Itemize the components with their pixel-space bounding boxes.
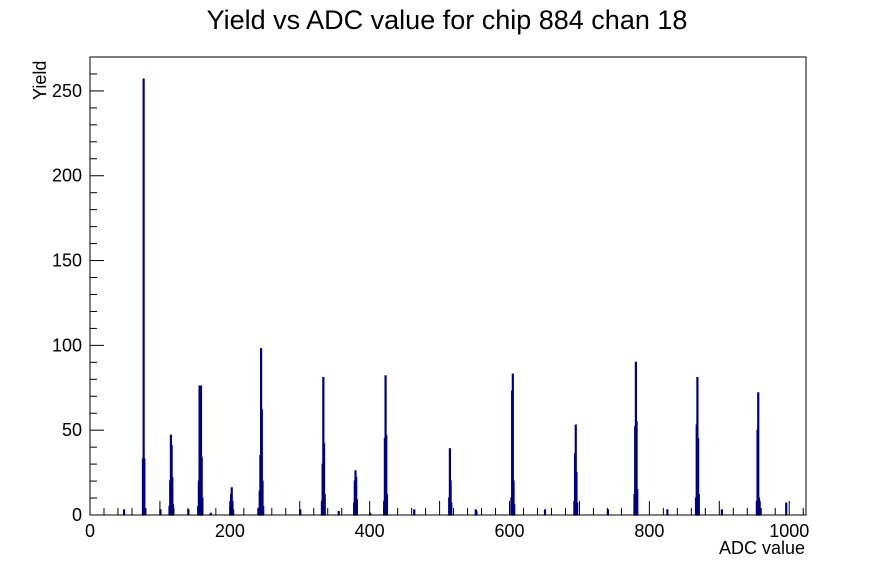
histogram-bin	[697, 494, 700, 516]
histogram-bin	[785, 502, 788, 516]
histogram-bin	[142, 78, 145, 516]
y-tick-label: 50	[62, 420, 82, 440]
histogram-bin	[355, 499, 358, 516]
x-tick-label: 1000	[769, 521, 809, 541]
histogram-bin	[143, 458, 146, 516]
histogram-bin	[666, 509, 669, 516]
histogram-bin	[171, 504, 175, 516]
histogram-bin	[323, 494, 326, 516]
histogram-bin	[337, 511, 340, 516]
x-axis-label: ADC value	[719, 538, 805, 558]
y-tick-label: 200	[52, 166, 82, 186]
chart-title: Yield vs ADC value for chip 884 chan 18	[207, 5, 688, 35]
y-tick-label: 150	[52, 251, 82, 271]
histogram-bin	[513, 504, 516, 516]
histogram-bin	[122, 509, 126, 516]
plot-frame	[89, 56, 807, 516]
x-axis: 0 200 400 600 800 1000	[85, 501, 809, 541]
histogram-bin	[413, 509, 416, 516]
y-axis-label: Yield	[30, 61, 50, 100]
histogram-bin	[232, 509, 235, 516]
histogram-bin	[757, 392, 760, 516]
x-tick-label: 200	[215, 521, 245, 541]
histogram-bin	[576, 502, 579, 516]
histogram-bin	[385, 494, 389, 516]
histogram-bin	[720, 509, 723, 516]
histogram-bin	[543, 509, 547, 516]
x-tick-label: 800	[634, 521, 664, 541]
x-tick-label: 400	[355, 521, 385, 541]
histogram-bin	[636, 488, 639, 516]
x-tick-label: 600	[495, 521, 525, 541]
histogram-bin	[262, 505, 265, 516]
histogram-bin	[475, 511, 478, 516]
x-tick-label: 0	[85, 521, 95, 541]
y-tick-label: 100	[52, 335, 82, 355]
histogram-bin	[450, 502, 453, 516]
histogram-bars	[122, 78, 788, 516]
histogram-bin	[759, 509, 762, 516]
y-tick-label: 0	[72, 505, 82, 525]
y-axis: 0 50 100 150 200 250	[52, 56, 104, 525]
y-tick-label: 250	[52, 81, 82, 101]
